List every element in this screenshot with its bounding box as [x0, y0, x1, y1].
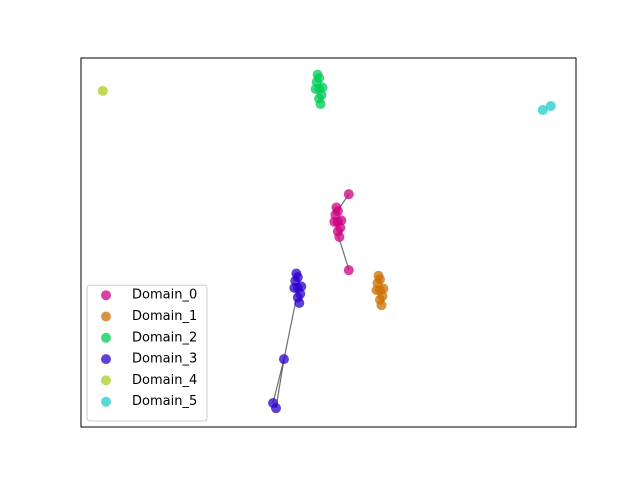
legend: Domain_0 Domain_1 Domain_2 Domain_3 Domain_4…: [86, 284, 208, 422]
legend-label: Domain_0: [132, 288, 197, 303]
point: [317, 82, 328, 93]
point: [343, 265, 354, 276]
point: [97, 85, 108, 96]
point: [271, 403, 282, 414]
legend-marker: [101, 290, 111, 301]
legend-marker: [101, 311, 111, 322]
point: [292, 292, 303, 303]
point: [537, 105, 548, 116]
point: [292, 272, 303, 283]
point: [296, 281, 307, 292]
point: [374, 294, 385, 305]
edge: [275, 358, 285, 409]
legend-marker: [101, 375, 111, 386]
legend-marker: [101, 332, 111, 343]
point: [374, 274, 385, 285]
plot-frame: [80, 57, 577, 428]
point: [343, 189, 354, 200]
edge: [283, 299, 297, 360]
legend-marker: [101, 396, 111, 407]
point: [278, 354, 289, 365]
point: [336, 215, 347, 226]
legend-marker: [101, 354, 111, 365]
point: [545, 100, 556, 111]
point: [332, 226, 343, 237]
legend-label: Domain_2: [132, 330, 197, 345]
legend-label: Domain_4: [132, 373, 197, 388]
legend-label: Domain_3: [132, 352, 197, 367]
legend-frame: [86, 284, 208, 422]
edge: [272, 358, 285, 404]
legend-label: Domain_5: [132, 394, 197, 409]
point: [314, 93, 325, 104]
legend-label: Domain_1: [132, 309, 197, 324]
point: [378, 283, 389, 294]
point: [332, 206, 343, 217]
point: [314, 73, 325, 84]
